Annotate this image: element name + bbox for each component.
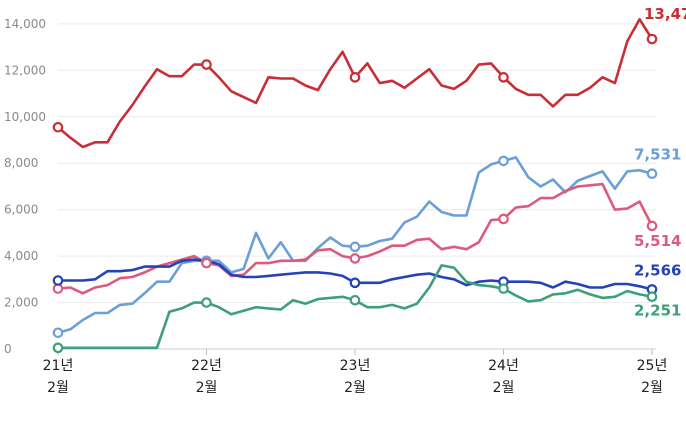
data-point-marker <box>349 253 361 264</box>
series-line-pink <box>56 182 654 295</box>
y-tick-label: 6,000 <box>4 203 38 217</box>
data-point-marker <box>201 257 212 269</box>
data-point-marker <box>349 72 361 83</box>
x-tick-label-month: 2월 <box>493 380 515 396</box>
x-tick-label-month: 2월 <box>196 380 218 396</box>
series-line-red <box>56 17 654 149</box>
end-value-label-green: 2,251 <box>634 302 681 320</box>
data-point-marker <box>52 275 64 286</box>
y-tick-label: 8,000 <box>4 156 38 170</box>
x-tick-label-year: 25년 <box>637 358 668 374</box>
series-markers <box>52 33 658 354</box>
end-value-label-light-blue: 7,531 <box>634 146 681 164</box>
data-point-marker <box>498 283 509 294</box>
data-point-marker <box>349 294 361 306</box>
y-tick-label: 2,000 <box>4 296 38 310</box>
data-point-marker <box>498 213 509 225</box>
data-point-marker <box>52 121 64 133</box>
x-tick-label-month: 2월 <box>344 380 366 396</box>
x-tick-label-month: 2월 <box>641 380 663 396</box>
y-axis: 0 2,000 4,000 6,000 8,000 10,000 12,000 14,000 <box>4 17 46 356</box>
y-tick-label: 12,000 <box>4 63 46 77</box>
data-point-marker <box>646 220 658 232</box>
data-point-marker <box>498 155 509 167</box>
x-tick-label-month: 2월 <box>47 380 69 396</box>
data-point-marker <box>646 168 658 179</box>
data-point-marker <box>646 33 658 45</box>
x-tick-label-year: 23년 <box>340 358 371 374</box>
end-value-label-pink: 5,514 <box>634 232 681 250</box>
y-tick-label: 14,000 <box>4 17 46 31</box>
end-labels: 13,476 7,531 5,514 2,566 2,251 <box>634 5 686 320</box>
data-point-marker <box>52 327 64 339</box>
end-value-label-red: 13,476 <box>644 5 686 23</box>
x-axis: 21년 2월 22년 2월 23년 2월 24년 2월 25년 2월 <box>43 348 668 396</box>
y-tick-label: 4,000 <box>4 249 38 263</box>
x-tick-label-year: 24년 <box>488 358 519 374</box>
x-tick-label-year: 21년 <box>43 358 74 374</box>
data-point-marker <box>52 342 64 354</box>
data-point-marker <box>498 72 509 83</box>
x-tick-label-year: 22년 <box>191 358 222 374</box>
data-point-marker <box>349 277 361 289</box>
y-tick-label: 10,000 <box>4 110 46 124</box>
data-point-marker <box>201 297 212 308</box>
data-point-marker <box>201 59 212 70</box>
y-tick-label: 0 <box>4 342 12 356</box>
data-point-marker <box>646 291 658 303</box>
data-point-marker <box>349 241 361 253</box>
end-value-label-blue: 2,566 <box>634 261 681 279</box>
